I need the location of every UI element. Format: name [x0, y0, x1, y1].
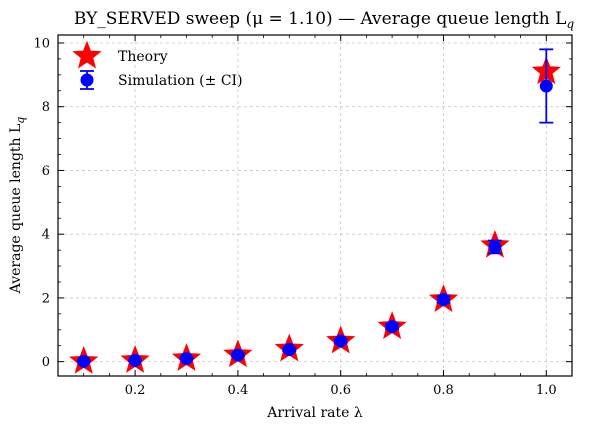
- y-tick-label: 10: [33, 36, 50, 51]
- simulation-point: [180, 351, 193, 365]
- legend-label-theory: Theory: [118, 49, 168, 65]
- axis-ticks: 0.2 0.4 0.6 0.8 1.0 0 2 4 6 8 10: [33, 35, 572, 398]
- y-axis-label-subscript: q: [14, 117, 27, 124]
- chart-title: BY_SERVED sweep (μ = 1.10) — Average que…: [74, 9, 575, 31]
- simulation-point: [437, 293, 450, 307]
- y-tick-label: 6: [42, 164, 50, 179]
- legend: Theory Simulation (± CI): [72, 40, 243, 90]
- simulation-point: [539, 79, 553, 93]
- y-tick-label: 8: [42, 100, 50, 115]
- x-tick-label: 0.4: [228, 383, 249, 398]
- x-tick-label: 0.6: [330, 383, 351, 398]
- x-axis-label: Arrival rate λ: [266, 405, 363, 421]
- x-tick-label: 0.8: [433, 383, 454, 398]
- data-marks: [69, 48, 561, 374]
- simulation-point: [231, 348, 245, 362]
- simulation-point: [385, 320, 399, 334]
- y-tick-label: 4: [42, 228, 50, 243]
- simulation-point: [334, 334, 348, 348]
- x-tick-label: 1.0: [536, 383, 557, 398]
- legend-marker-theory: [72, 40, 102, 69]
- legend-label-simulation: Simulation (± CI): [118, 73, 243, 89]
- legend-marker-simulation: [80, 73, 94, 87]
- simulation-point: [488, 240, 502, 254]
- y-axis-label: Average queue length Lq: [8, 117, 27, 295]
- x-tick-label: 0.2: [125, 383, 146, 398]
- simulation-point: [282, 343, 296, 357]
- simulation-point: [128, 353, 142, 367]
- simulation-point: [77, 354, 91, 368]
- y-tick-label: 0: [42, 355, 50, 370]
- y-tick-label: 2: [42, 291, 50, 306]
- chart-title-subscript: q: [566, 17, 574, 31]
- grid: [58, 35, 572, 376]
